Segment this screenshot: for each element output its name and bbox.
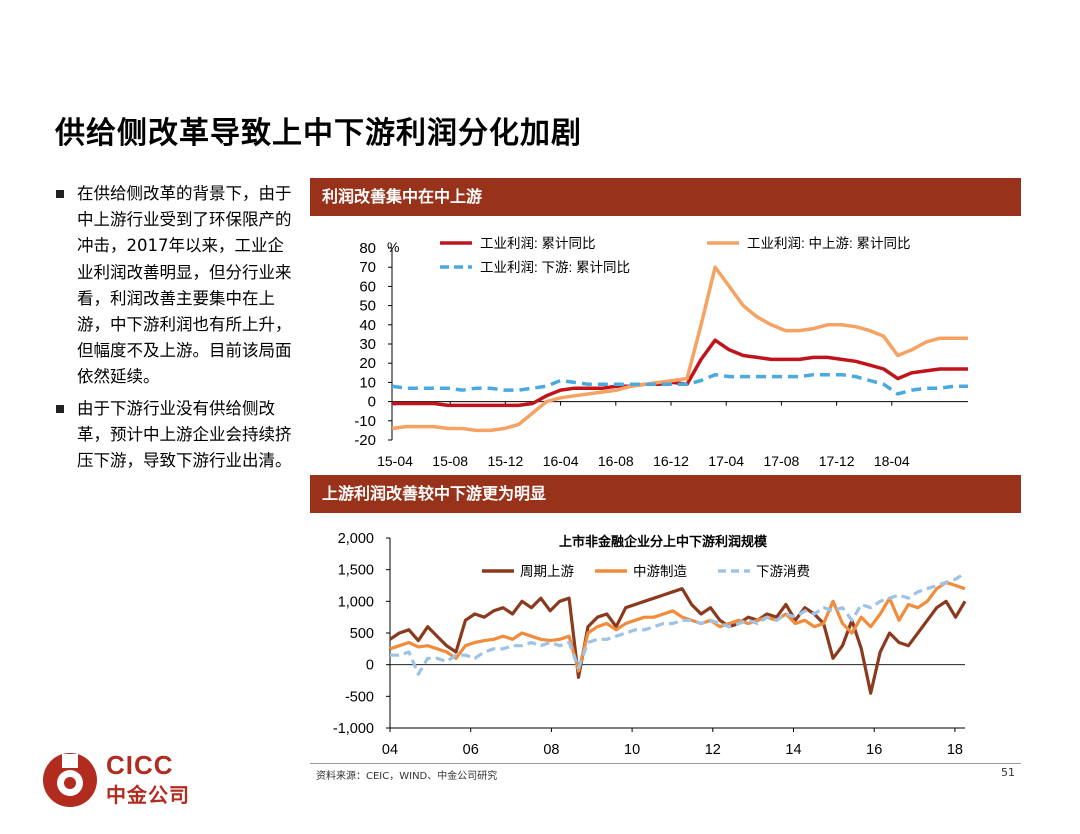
y-tick-label: 30 [359,336,376,353]
legend-label: 周期上游 [520,564,574,579]
legend-label: 下游消费 [756,564,810,579]
y-tick-label: 500 [350,626,374,642]
y-tick-label: 50 [359,298,376,315]
series-line [392,338,968,408]
series-line [389,587,967,695]
x-tick-label: 16-04 [543,453,579,469]
x-tick-label: 17-12 [819,453,855,469]
y-unit-label: % [387,239,399,255]
bullet-list: 在供给侧改革的背景下，由于中上游行业受到了环保限产的冲击，2017年以来，工业企… [55,181,295,479]
company-logo: CICC 中金公司 [40,750,210,810]
y-tick-label: -20 [354,432,376,449]
section-banner-2: 上游利润改善较中下游更为明显 [310,475,1021,513]
x-tick-label: 15-08 [432,453,468,469]
y-tick-label: -1,000 [333,721,374,737]
x-tick-label: 04 [382,742,398,758]
y-tick-label: 0 [368,394,376,411]
series-line [391,265,968,433]
x-tick-label: 15-04 [377,453,413,469]
bullet-text: 由于下游行业没有供给侧改革，预计中上游企业会持续挤压下游，导致下游行业出清。 [77,398,292,471]
x-tick-label: 18-04 [874,453,910,469]
cicc-logo-icon [43,753,97,807]
section-banner-1: 利润改善集中在中上游 [310,178,1021,216]
y-tick-label: 10 [359,374,376,391]
chart-title: 上市非金融企业分上中下游利润规模 [559,534,768,549]
source-note: 资料来源：CEIC，WIND、中金公司研究 [316,771,498,782]
x-tick-label: 14 [785,742,801,758]
x-tick-label: 16-12 [653,453,689,469]
legend-label: 工业利润: 累计同比 [480,236,596,251]
y-tick-label: 70 [359,259,376,276]
y-tick-label: 2,000 [338,531,374,547]
x-tick-label: 17-08 [763,453,799,469]
x-tick-label: 10 [624,742,640,758]
bullet-text: 在供给侧改革的背景下，由于中上游行业受到了环保限产的冲击，2017年以来，工业企… [77,184,292,387]
y-tick-label: 40 [359,317,376,334]
y-tick-label: -10 [354,413,376,430]
bullet-square-icon [56,190,64,198]
y-tick-label: 20 [359,355,376,372]
x-tick-label: 16-08 [598,453,634,469]
x-tick-label: 15-12 [487,453,523,469]
legend-label: 工业利润: 下游: 累计同比 [480,260,630,275]
y-tick-label: 60 [359,278,376,295]
profit-scale-chart: 2,000 1,500 1,000 500 0 -500 -1,000 04 06 08 10 12 1… [333,531,967,758]
logo-text-en: CICC [106,750,174,780]
legend-label: 中游制造 [633,564,687,579]
x-tick-label: 17-04 [708,453,744,469]
x-tick-label: 18 [947,742,963,758]
y-tick-label: 0 [366,658,374,674]
page-number: 51 [1001,766,1015,779]
logo-text-cn: 中金公司 [106,783,190,807]
y-tick-label: 1,000 [338,594,374,610]
profit-growth-chart: 80 70 60 50 40 30 20 10 0 -10 -20% 15-04 15-08 15-12 1… [354,236,968,469]
series-line [389,580,966,673]
x-tick-label: 06 [463,742,479,758]
x-tick-label: 08 [543,742,559,758]
series-line [390,571,966,676]
y-tick-label: -500 [345,689,374,705]
footer-divider [310,763,1021,764]
bullet-square-icon [56,404,64,413]
page-title: 供给侧改革导致上中下游利润分化加剧 [55,116,582,151]
bullet-item: 由于下游行业没有供给侧改革，预计中上游企业会持续挤压下游，导致下游行业出清。 [55,396,295,475]
series-line [391,372,968,396]
bullet-item: 在供给侧改革的背景下，由于中上游行业受到了环保限产的冲击，2017年以来，工业企… [55,181,295,391]
y-tick-label: 1,500 [338,563,374,579]
legend-label: 工业利润: 中上游: 累计同比 [747,236,911,251]
x-tick-label: 16 [866,742,882,758]
x-tick-label: 12 [705,742,721,758]
y-tick-label: 80 [359,240,376,257]
